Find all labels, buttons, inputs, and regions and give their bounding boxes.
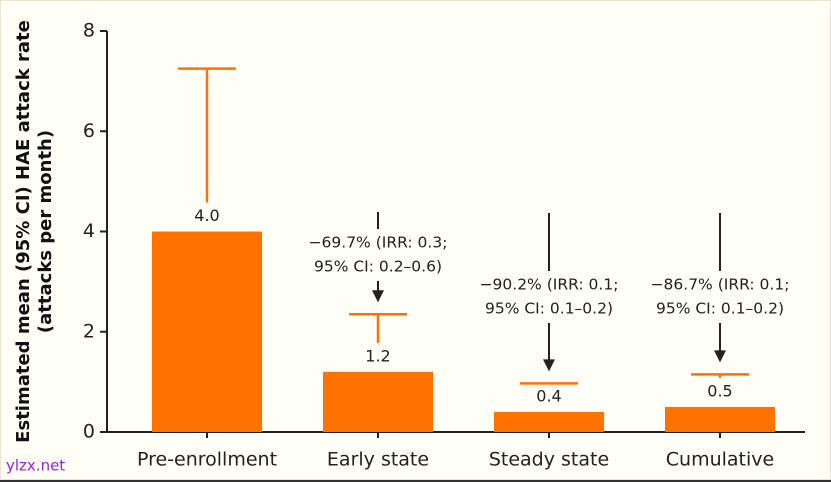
annotation: 95% CI: 0.1–0.2): [485, 300, 613, 318]
annotation: 95% CI: 0.2–0.6): [314, 258, 442, 276]
y-axis-label: Estimated mean (95% CI) HAE attack rate: [13, 20, 34, 443]
x-tick-label: Steady state: [489, 449, 609, 471]
arrow-head: [714, 350, 726, 363]
value-label: 1.2: [365, 346, 390, 365]
y-tick-label: 8: [83, 20, 95, 42]
y-tick-label: 6: [83, 120, 95, 142]
y-tick-label: 2: [83, 320, 95, 342]
value-label: 4.0: [194, 206, 219, 225]
annotation: −90.2% (IRR: 0.1;: [480, 276, 619, 294]
y-axis-label: (attacks per month): [35, 130, 56, 333]
annotation: 95% CI: 0.1–0.2): [656, 300, 784, 318]
value-label: 0.5: [707, 381, 732, 400]
arrow-head: [372, 290, 384, 303]
y-tick-label: 4: [83, 220, 95, 242]
value-label: 0.4: [536, 386, 561, 405]
bar: [323, 371, 433, 432]
bar: [152, 231, 262, 432]
x-tick-label: Cumulative: [666, 449, 774, 471]
x-tick-label: Pre-enrollment: [137, 449, 277, 471]
x-tick-label: Early state: [327, 449, 429, 471]
y-tick-label: 0: [83, 421, 95, 443]
arrow-head: [543, 359, 555, 372]
bar: [665, 406, 775, 432]
annotation: −69.7% (IRR: 0.3;: [309, 234, 448, 252]
watermark: ylzx.net: [6, 457, 65, 475]
annotation: −86.7% (IRR: 0.1;: [651, 276, 790, 294]
bar: [494, 411, 604, 432]
